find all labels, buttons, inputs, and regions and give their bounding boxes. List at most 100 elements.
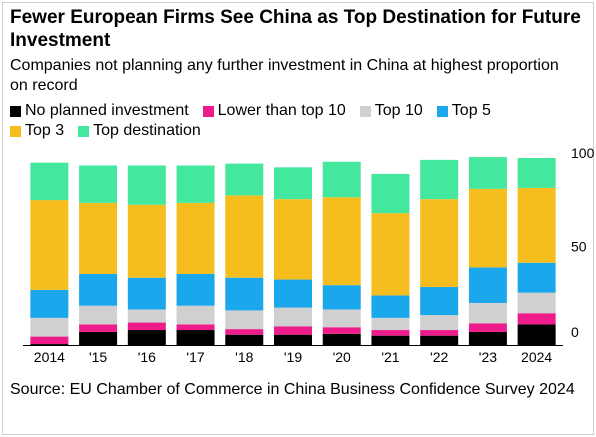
x-tick-label-18: '18 <box>235 349 253 365</box>
x-tick-label-22: '22 <box>430 349 448 365</box>
chart-legend: No planned investment Lower than top 10 … <box>10 101 570 141</box>
x-tick-label-21: '21 <box>381 349 399 365</box>
bar-segment-top-3-16 <box>127 204 166 278</box>
x-tick-label-2014: 2014 <box>34 349 65 365</box>
bar-segment-top-destination-23 <box>468 157 507 189</box>
bar-segment-top-5-16 <box>127 277 166 310</box>
bar-segment-lower-than-top-10-16 <box>127 322 166 331</box>
bar-segment-no-planned-investment-17 <box>176 330 215 345</box>
bar-segment-top-3-22 <box>420 199 459 288</box>
bar-segment-top-destination-20 <box>322 161 361 198</box>
y-tick-label-100: 100 <box>571 145 595 161</box>
bar-segment-top-destination-17 <box>176 165 215 203</box>
bar-segment-no-planned-investment-18 <box>225 334 264 345</box>
bar-segment-top-10-15 <box>79 305 118 325</box>
legend-swatch-top-5 <box>436 105 448 117</box>
bar-stack-22 <box>420 159 459 345</box>
x-tick-label-23: '23 <box>479 349 497 365</box>
bar-segment-top-10-21 <box>371 317 410 331</box>
bar-segment-no-planned-investment-16 <box>127 330 166 345</box>
legend-swatch-top-10 <box>359 105 371 117</box>
legend-item-no-planned-investment: No planned investment <box>10 101 189 121</box>
bar-segment-top-3-23 <box>468 188 507 268</box>
bar-segment-top-10-22 <box>420 315 459 331</box>
bar-stack-2014 <box>30 162 69 345</box>
bar-segment-top-10-16 <box>127 309 166 323</box>
bar-stack-18 <box>225 163 264 345</box>
bar-stack-19 <box>274 167 312 345</box>
bar-segment-no-planned-investment-2014 <box>30 344 69 345</box>
bar-segment-top-destination-22 <box>420 159 459 200</box>
x-tick-label-19: '19 <box>284 349 302 365</box>
bar-segment-lower-than-top-10-18 <box>225 329 264 335</box>
bar-segment-top-destination-2024 <box>517 158 556 188</box>
legend-swatch-top-3 <box>10 125 21 137</box>
bar-segment-top-10-2024 <box>517 292 556 314</box>
legend-item-top-destination: Top destination <box>78 121 201 141</box>
bar-segment-top-destination-18 <box>225 163 264 196</box>
bar-segment-top-5-20 <box>322 285 361 310</box>
bar-segment-top-3-19 <box>274 199 312 280</box>
bar-segment-lower-than-top-10-21 <box>371 330 410 336</box>
bar-segment-top-destination-21 <box>371 173 410 214</box>
bar-segment-top-3-2014 <box>30 200 69 290</box>
legend-swatch-no-planned-investment <box>10 105 21 117</box>
bar-segment-top-5-23 <box>468 267 507 303</box>
bar-segment-lower-than-top-10-23 <box>468 323 507 332</box>
bar-segment-no-planned-investment-2024 <box>517 324 556 345</box>
bar-segment-top-5-2014 <box>30 289 69 318</box>
legend-label-lower-than-top-10: Lower than top 10 <box>217 102 346 119</box>
bar-segment-lower-than-top-10-20 <box>322 327 361 334</box>
bar-segment-lower-than-top-10-2014 <box>30 336 69 345</box>
bar-stack-17 <box>176 165 215 345</box>
bar-segment-lower-than-top-10-19 <box>274 326 312 335</box>
bar-stack-15 <box>79 165 118 345</box>
legend-swatch-lower-than-top-10 <box>202 105 214 117</box>
bar-segment-top-3-2024 <box>517 187 556 263</box>
bar-segment-lower-than-top-10-15 <box>79 324 118 332</box>
bar-segment-lower-than-top-10-22 <box>420 330 459 336</box>
legend-item-lower-than-top-10: Lower than top 10 <box>202 101 346 121</box>
bar-segment-top-5-17 <box>176 273 215 306</box>
bar-segment-top-destination-19 <box>274 167 312 200</box>
bar-segment-top-5-22 <box>420 287 459 316</box>
bar-segment-no-planned-investment-22 <box>420 335 459 345</box>
bar-stack-21 <box>371 173 410 345</box>
bar-segment-top-3-21 <box>371 213 410 296</box>
legend-item-top-5: Top 5 <box>436 101 491 121</box>
legend-label-no-planned-investment: No planned investment <box>25 102 189 119</box>
legend-row-2: Top 3 Top destination <box>10 121 570 141</box>
bar-segment-lower-than-top-10-17 <box>176 324 215 331</box>
legend-label-top-destination: Top destination <box>93 122 201 139</box>
bar-segment-lower-than-top-10-2024 <box>517 313 556 325</box>
bar-segment-top-10-18 <box>225 310 264 330</box>
legend-label-top-3: Top 3 <box>25 122 65 139</box>
legend-row-1: No planned investment Lower than top 10 … <box>10 101 570 121</box>
bar-segment-top-10-23 <box>468 302 507 324</box>
bar-segment-top-destination-2014 <box>30 162 69 201</box>
bar-segment-top-5-2024 <box>517 262 556 293</box>
bar-stack-23 <box>468 157 507 345</box>
bar-stack-16 <box>127 165 166 345</box>
bar-segment-top-destination-15 <box>79 165 118 203</box>
bar-segment-top-3-17 <box>176 202 215 274</box>
bar-segment-no-planned-investment-20 <box>322 333 361 345</box>
bar-stack-20 <box>322 161 361 345</box>
y-tick-label-50: 50 <box>571 239 587 255</box>
legend-item-top-10: Top 10 <box>359 101 423 121</box>
bar-segment-top-10-2014 <box>30 317 69 337</box>
bar-segment-top-5-15 <box>79 273 118 306</box>
bar-segment-top-destination-16 <box>127 165 166 205</box>
bar-segment-no-planned-investment-23 <box>468 331 507 345</box>
bar-segment-top-3-20 <box>322 197 361 286</box>
bar-segment-top-10-20 <box>322 309 361 328</box>
x-tick-label-15: '15 <box>89 349 107 365</box>
bar-segment-top-3-15 <box>79 202 118 274</box>
bar-segment-top-5-19 <box>274 279 312 308</box>
bar-segment-top-5-21 <box>371 295 410 318</box>
bar-segment-no-planned-investment-15 <box>79 331 118 345</box>
chart-source: Source: EU Chamber of Commerce in China … <box>10 381 575 398</box>
legend-label-top-10: Top 10 <box>374 102 423 119</box>
x-tick-label-17: '17 <box>186 349 204 365</box>
